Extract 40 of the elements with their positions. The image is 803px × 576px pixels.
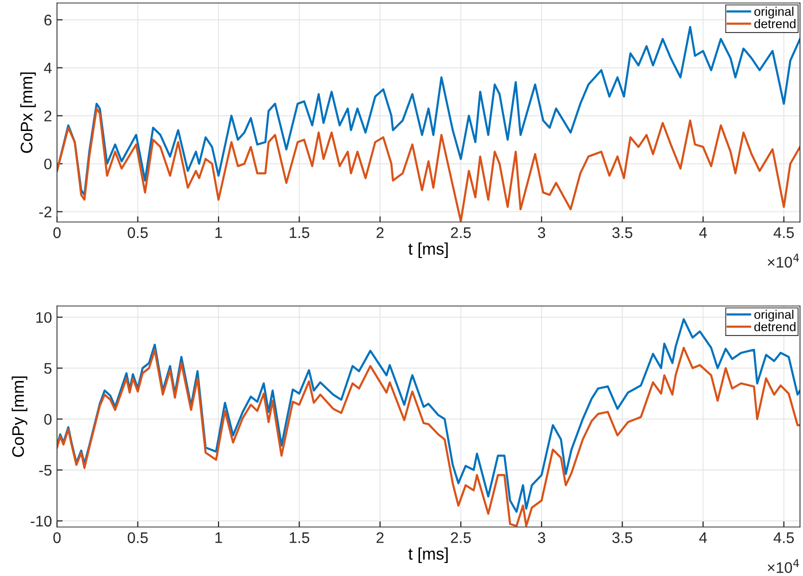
x-tick-label: 4 bbox=[699, 532, 707, 543]
x-tick-label: 0.5 bbox=[128, 227, 148, 238]
x-tick-label: 4 bbox=[699, 227, 707, 238]
x-tick-label: 2.5 bbox=[450, 227, 471, 238]
x-tick-label: 2.5 bbox=[450, 532, 471, 544]
y-axis-title: CoPx [mm] bbox=[20, 72, 36, 153]
x-axis-title: t [ms] bbox=[408, 242, 448, 258]
x-tick-label: 3.5 bbox=[612, 227, 632, 238]
x-tick-label: 1 bbox=[215, 532, 222, 543]
x-tick-label: 3 bbox=[538, 227, 546, 238]
x-tick-label: 2 bbox=[376, 227, 384, 238]
x-tick-label: 3 bbox=[538, 532, 546, 544]
x-tick-label: 4.5 bbox=[774, 532, 794, 544]
x-tick-label: 1.5 bbox=[290, 227, 310, 238]
y-tick-label: 4 bbox=[44, 62, 52, 74]
y-tick-label: 10 bbox=[36, 312, 52, 323]
x-tick-label: 2 bbox=[376, 532, 384, 543]
y-tick-label: 2 bbox=[44, 110, 52, 122]
y-axis-title: CoPy [mm] bbox=[12, 376, 28, 457]
text: ×10$^{4}$ bbox=[768, 559, 799, 573]
y-tick-label: 5 bbox=[44, 363, 52, 374]
legend-label: original bbox=[754, 310, 794, 322]
y-tick-label: 6 bbox=[44, 14, 52, 26]
y-tick-label: -5 bbox=[39, 464, 52, 476]
legend-label: detrend bbox=[754, 322, 796, 332]
legend-label: original bbox=[754, 6, 794, 18]
x-tick-label: 1.5 bbox=[290, 532, 310, 544]
x-tick-label: 0 bbox=[53, 227, 61, 238]
text: ×10$^{4}$ bbox=[768, 254, 799, 268]
y-tick-label: 0 bbox=[44, 414, 52, 425]
x-axis-title: t [ms] bbox=[408, 547, 448, 564]
y-tick-label: -10 bbox=[30, 516, 52, 527]
x-tick-label: 0.5 bbox=[128, 532, 148, 544]
y-tick-label: -2 bbox=[39, 206, 52, 218]
x-tick-label: 0 bbox=[53, 532, 61, 544]
legend-label: detrend bbox=[754, 19, 796, 28]
y-tick-label: 0 bbox=[44, 158, 52, 170]
x-tick-label: 1 bbox=[215, 227, 222, 238]
x-tick-label: 4.5 bbox=[774, 227, 794, 238]
x-tick-label: 3.5 bbox=[612, 532, 632, 544]
